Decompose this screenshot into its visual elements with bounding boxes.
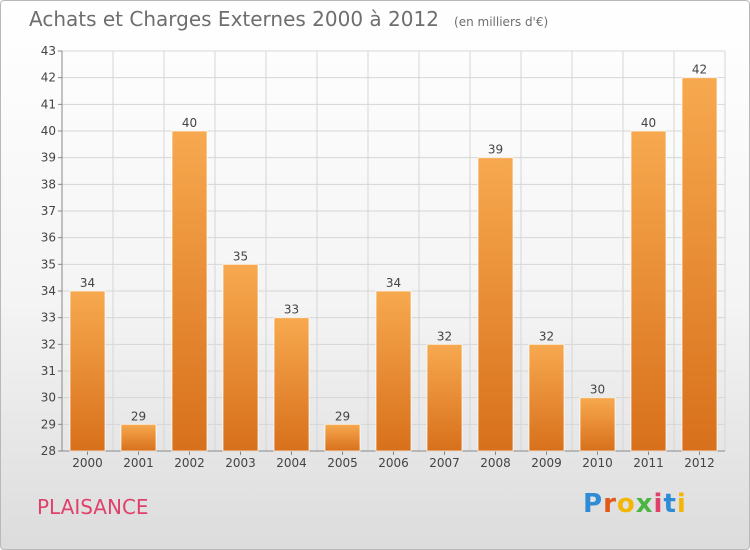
bars	[69, 77, 718, 452]
logo-letter: o	[616, 489, 636, 519]
x-tick-label-2010: 2010	[582, 456, 613, 470]
bar-2006	[375, 290, 412, 452]
logo-letter: P	[583, 489, 604, 519]
bar-2003	[222, 263, 259, 452]
y-tick-label-43: 43	[41, 44, 56, 58]
bar-2001	[120, 423, 157, 452]
x-tick-label-2003: 2003	[225, 456, 256, 470]
x-tick-label-2004: 2004	[276, 456, 307, 470]
bar-2004	[273, 317, 310, 452]
y-tick-label-41: 41	[41, 97, 56, 111]
proxiti-logo[interactable]: Proxiti	[583, 489, 687, 519]
chart-title-main: Achats et Charges Externes 2000 à 2012	[29, 7, 439, 31]
y-tick-label-28: 28	[41, 444, 56, 458]
logo-letter: x	[635, 489, 654, 519]
bar-value-label-2000: 34	[80, 276, 95, 290]
bar-value-label-2005: 29	[335, 409, 350, 423]
x-tick-label-2006: 2006	[378, 456, 409, 470]
x-tick-label-2001: 2001	[123, 456, 154, 470]
x-tick-label-2007: 2007	[429, 456, 460, 470]
bar-2012	[681, 77, 718, 452]
bar-value-label-2010: 30	[590, 383, 605, 397]
bar-value-label-2011: 40	[641, 116, 656, 130]
bar-value-label-2007: 32	[437, 329, 452, 343]
logo-letter: t	[663, 489, 677, 519]
y-tick-label-36: 36	[41, 231, 56, 245]
chart-title-unit: (en milliers d'€)	[454, 15, 549, 29]
y-tick-label-37: 37	[41, 204, 56, 218]
chart-title: Achats et Charges Externes 2000 à 2012 (…	[29, 7, 548, 31]
bar-2008	[477, 157, 514, 452]
logo-letter: i	[653, 489, 664, 519]
x-tick-label-2002: 2002	[174, 456, 205, 470]
commune-name: PLAISANCE	[37, 495, 149, 519]
y-tick-label-29: 29	[41, 417, 56, 431]
logo-letter: i	[676, 489, 687, 519]
y-tick-label-31: 31	[41, 364, 56, 378]
bar-value-label-2001: 29	[131, 409, 146, 423]
axes: 28 29 30 31 32 33 34 35 36 37 38 39 40 41 42 43 2000 2001…	[41, 44, 725, 470]
y-tick-label-40: 40	[41, 124, 56, 138]
bar-2011	[630, 130, 667, 452]
x-tick-label-2005: 2005	[327, 456, 358, 470]
y-tick-label-42: 42	[41, 71, 56, 85]
x-tick-label-2011: 2011	[633, 456, 664, 470]
bar-value-label-2012: 42	[692, 63, 707, 77]
y-tick-label-32: 32	[41, 337, 56, 351]
bar-2010	[579, 397, 616, 452]
data-labels: 34 29 40 35 33 29 34 32 39 32 30 40 42	[80, 63, 707, 424]
x-tick-label-2008: 2008	[480, 456, 511, 470]
bar-value-label-2002: 40	[182, 116, 197, 130]
bar-value-label-2006: 34	[386, 276, 401, 290]
y-tick-label-34: 34	[41, 284, 56, 298]
x-tick-label-2012: 2012	[684, 456, 715, 470]
logo-letter: r	[603, 489, 617, 519]
bar-2002	[171, 130, 208, 452]
y-tick-label-30: 30	[41, 391, 56, 405]
y-tick-label-33: 33	[41, 311, 56, 325]
y-tick-label-35: 35	[41, 257, 56, 271]
bar-2007	[426, 343, 463, 452]
bar-value-label-2008: 39	[488, 143, 503, 157]
x-tick-label-2000: 2000	[72, 456, 103, 470]
bar-2009	[528, 343, 565, 452]
y-tick-label-39: 39	[41, 151, 56, 165]
bar-2005	[324, 423, 361, 452]
x-tick-label-2009: 2009	[531, 456, 562, 470]
y-tick-label-38: 38	[41, 177, 56, 191]
bar-value-label-2004: 33	[284, 303, 299, 317]
bar-value-label-2009: 32	[539, 329, 554, 343]
bar-value-label-2003: 35	[233, 249, 248, 263]
bar-2000	[69, 290, 106, 452]
